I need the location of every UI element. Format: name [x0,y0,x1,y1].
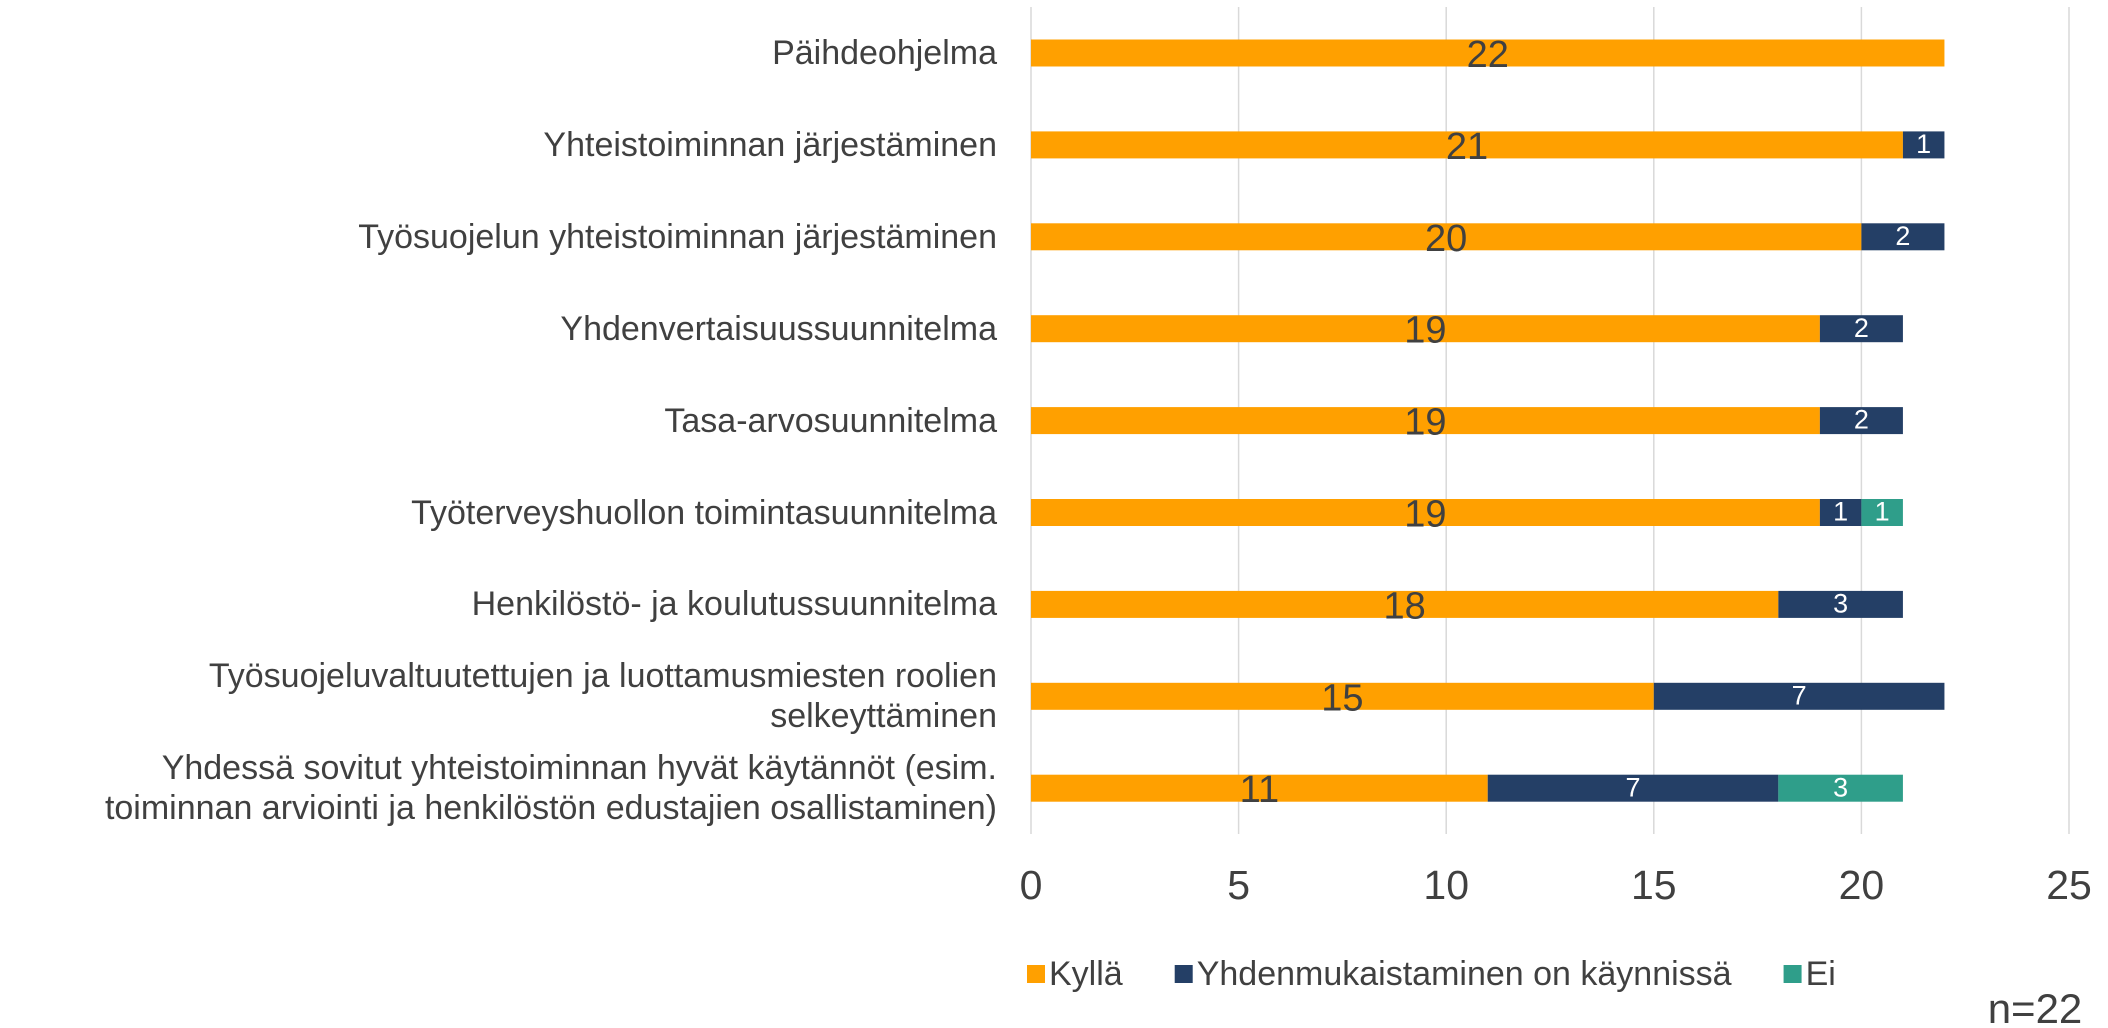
bar-segment [1031,39,1945,67]
legend-swatch [1783,965,1802,983]
data-label: 19 [1404,494,1446,536]
bar-segment [1031,590,1779,618]
bar-segment [1819,315,1903,343]
bar-segment [1031,223,1862,251]
data-label: 2 [1854,313,1869,343]
data-label: 7 [1626,772,1641,802]
legend-label: Yhdenmukaistaminen on käynnissä [1197,955,1732,993]
data-label: 1 [1833,497,1848,527]
y-tick-label: Yhdessä sovitut yhteistoiminnan hyvät kä… [104,749,997,828]
bar-segment [1819,499,1862,526]
bar-segment [1031,131,1903,159]
x-tick-label: 10 [1423,862,1469,908]
bar-segment [1861,499,1903,526]
annotation: n=22 [1988,985,2083,1028]
data-label: 7 [1792,680,1807,710]
bar-segment [1861,223,1945,251]
x-tick-label: 15 [1631,862,1677,908]
x-tick-label: 0 [1020,862,1043,908]
bar-segment [1031,407,1820,435]
bar-segment [1819,407,1903,435]
y-tick-label: Tasa-arvosuunnitelma [664,401,997,440]
bar-segment [1902,131,1945,159]
y-tick-label: Työsuojelun yhteistoiminnan järjestämine… [358,217,997,256]
data-label: 3 [1833,772,1848,802]
legend-swatch [1174,965,1193,983]
bar-segment [1653,682,1945,710]
data-label: 1 [1875,497,1890,527]
data-label: 15 [1321,677,1363,719]
data-label: 19 [1404,310,1446,352]
data-label: 2 [1854,405,1869,435]
x-tick-label: 20 [1839,862,1885,908]
y-tick-label: Työterveyshuollon toimintasuunnitelma [411,493,997,532]
bar-segment [1031,499,1820,526]
data-label: 20 [1425,218,1467,260]
legend-label: Kyllä [1049,955,1123,993]
bar-segment [1031,682,1654,710]
data-label: 22 [1467,34,1509,76]
data-label: 19 [1404,402,1446,444]
bar-segment [1031,315,1820,343]
x-tick-label: 5 [1227,862,1250,908]
y-tick-label: Päihdeohjelma [772,34,997,72]
y-tick-label: Yhteistoiminnan järjestäminen [543,125,997,164]
x-tick-label: 25 [2046,862,2092,908]
bar-segment [1778,774,1903,802]
data-label: 2 [1895,221,1910,251]
y-tick-label: Työsuojeluvaltuutettujen ja luottamusmie… [208,657,997,736]
legend-label: Ei [1806,955,1836,993]
y-tick-label: Henkilöstö- ja koulutussuunnitelma [471,585,997,624]
legend-swatch [1027,965,1045,983]
y-tick-label: Yhdenvertaisuussuunnitelma [560,309,997,348]
data-label: 1 [1916,129,1931,159]
data-label: 21 [1446,126,1488,168]
bar-segment [1778,590,1903,618]
bar-segment [1031,774,1488,802]
data-label: 11 [1240,769,1279,811]
data-label: 3 [1833,589,1848,619]
data-label: 18 [1384,585,1426,627]
bar-segment [1487,774,1779,802]
